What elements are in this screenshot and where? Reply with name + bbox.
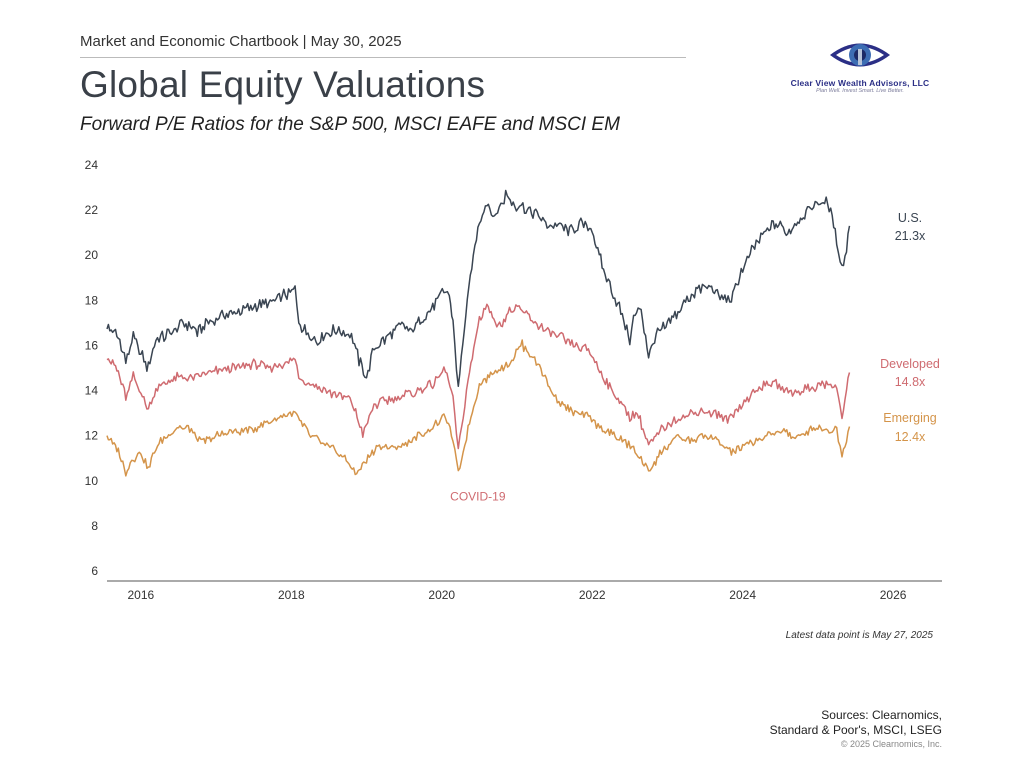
company-logo: Clear View Wealth Advisors, LLC Plan Wel…: [780, 38, 940, 98]
series-line-us: [106, 189, 851, 388]
y-tick-label: 22: [85, 203, 99, 217]
page-title: Global Equity Valuations: [80, 64, 486, 105]
x-tick-label: 2024: [729, 588, 756, 602]
y-tick-label: 10: [85, 474, 99, 488]
x-tick-label: 2016: [127, 588, 154, 602]
annotation-covid: COVID-19: [450, 490, 506, 504]
series-label-us: U.S.: [898, 211, 922, 225]
y-tick-label: 12: [85, 429, 99, 443]
y-tick-label: 6: [91, 564, 98, 578]
sources-line-1: Sources: Clearnomics,: [821, 708, 942, 722]
chartbook-header: Market and Economic Chartbook | May 30, …: [80, 33, 402, 50]
y-tick-label: 14: [85, 384, 99, 398]
logo-company-name: Clear View Wealth Advisors, LLC: [790, 78, 930, 88]
latest-data-note: Latest data point is May 27, 2025: [785, 630, 933, 641]
series-label-emerging: Emerging: [883, 411, 937, 425]
series-value-emerging: 12.4x: [895, 430, 926, 444]
series-value-developed: 14.8x: [895, 375, 926, 389]
series-line-emerging: [106, 339, 851, 477]
x-tick-label: 2026: [880, 588, 907, 602]
y-tick-label: 20: [85, 248, 99, 262]
series-label-developed: Developed: [880, 357, 940, 371]
y-tick-label: 18: [85, 293, 99, 307]
y-tick-label: 8: [91, 519, 98, 533]
y-tick-label: 24: [85, 158, 99, 172]
copyright: © 2025 Clearnomics, Inc.: [840, 739, 942, 749]
logo-tagline: Plan Well. Invest Smart. Live Better.: [816, 88, 904, 94]
sources-line-2: Standard & Poor's, MSCI, LSEG: [769, 723, 942, 737]
x-tick-label: 2020: [428, 588, 455, 602]
series-value-us: 21.3x: [895, 229, 926, 243]
eye-logo-icon: [830, 43, 890, 67]
sources: Sources: Clearnomics, Standard & Poor's,…: [770, 708, 942, 738]
x-tick-label: 2018: [278, 588, 305, 602]
x-tick-label: 2022: [579, 588, 606, 602]
page-subtitle: Forward P/E Ratios for the S&P 500, MSCI…: [80, 114, 620, 135]
series-line-developed: [106, 303, 851, 450]
y-tick-label: 16: [85, 338, 99, 352]
header-rule: [80, 57, 686, 58]
